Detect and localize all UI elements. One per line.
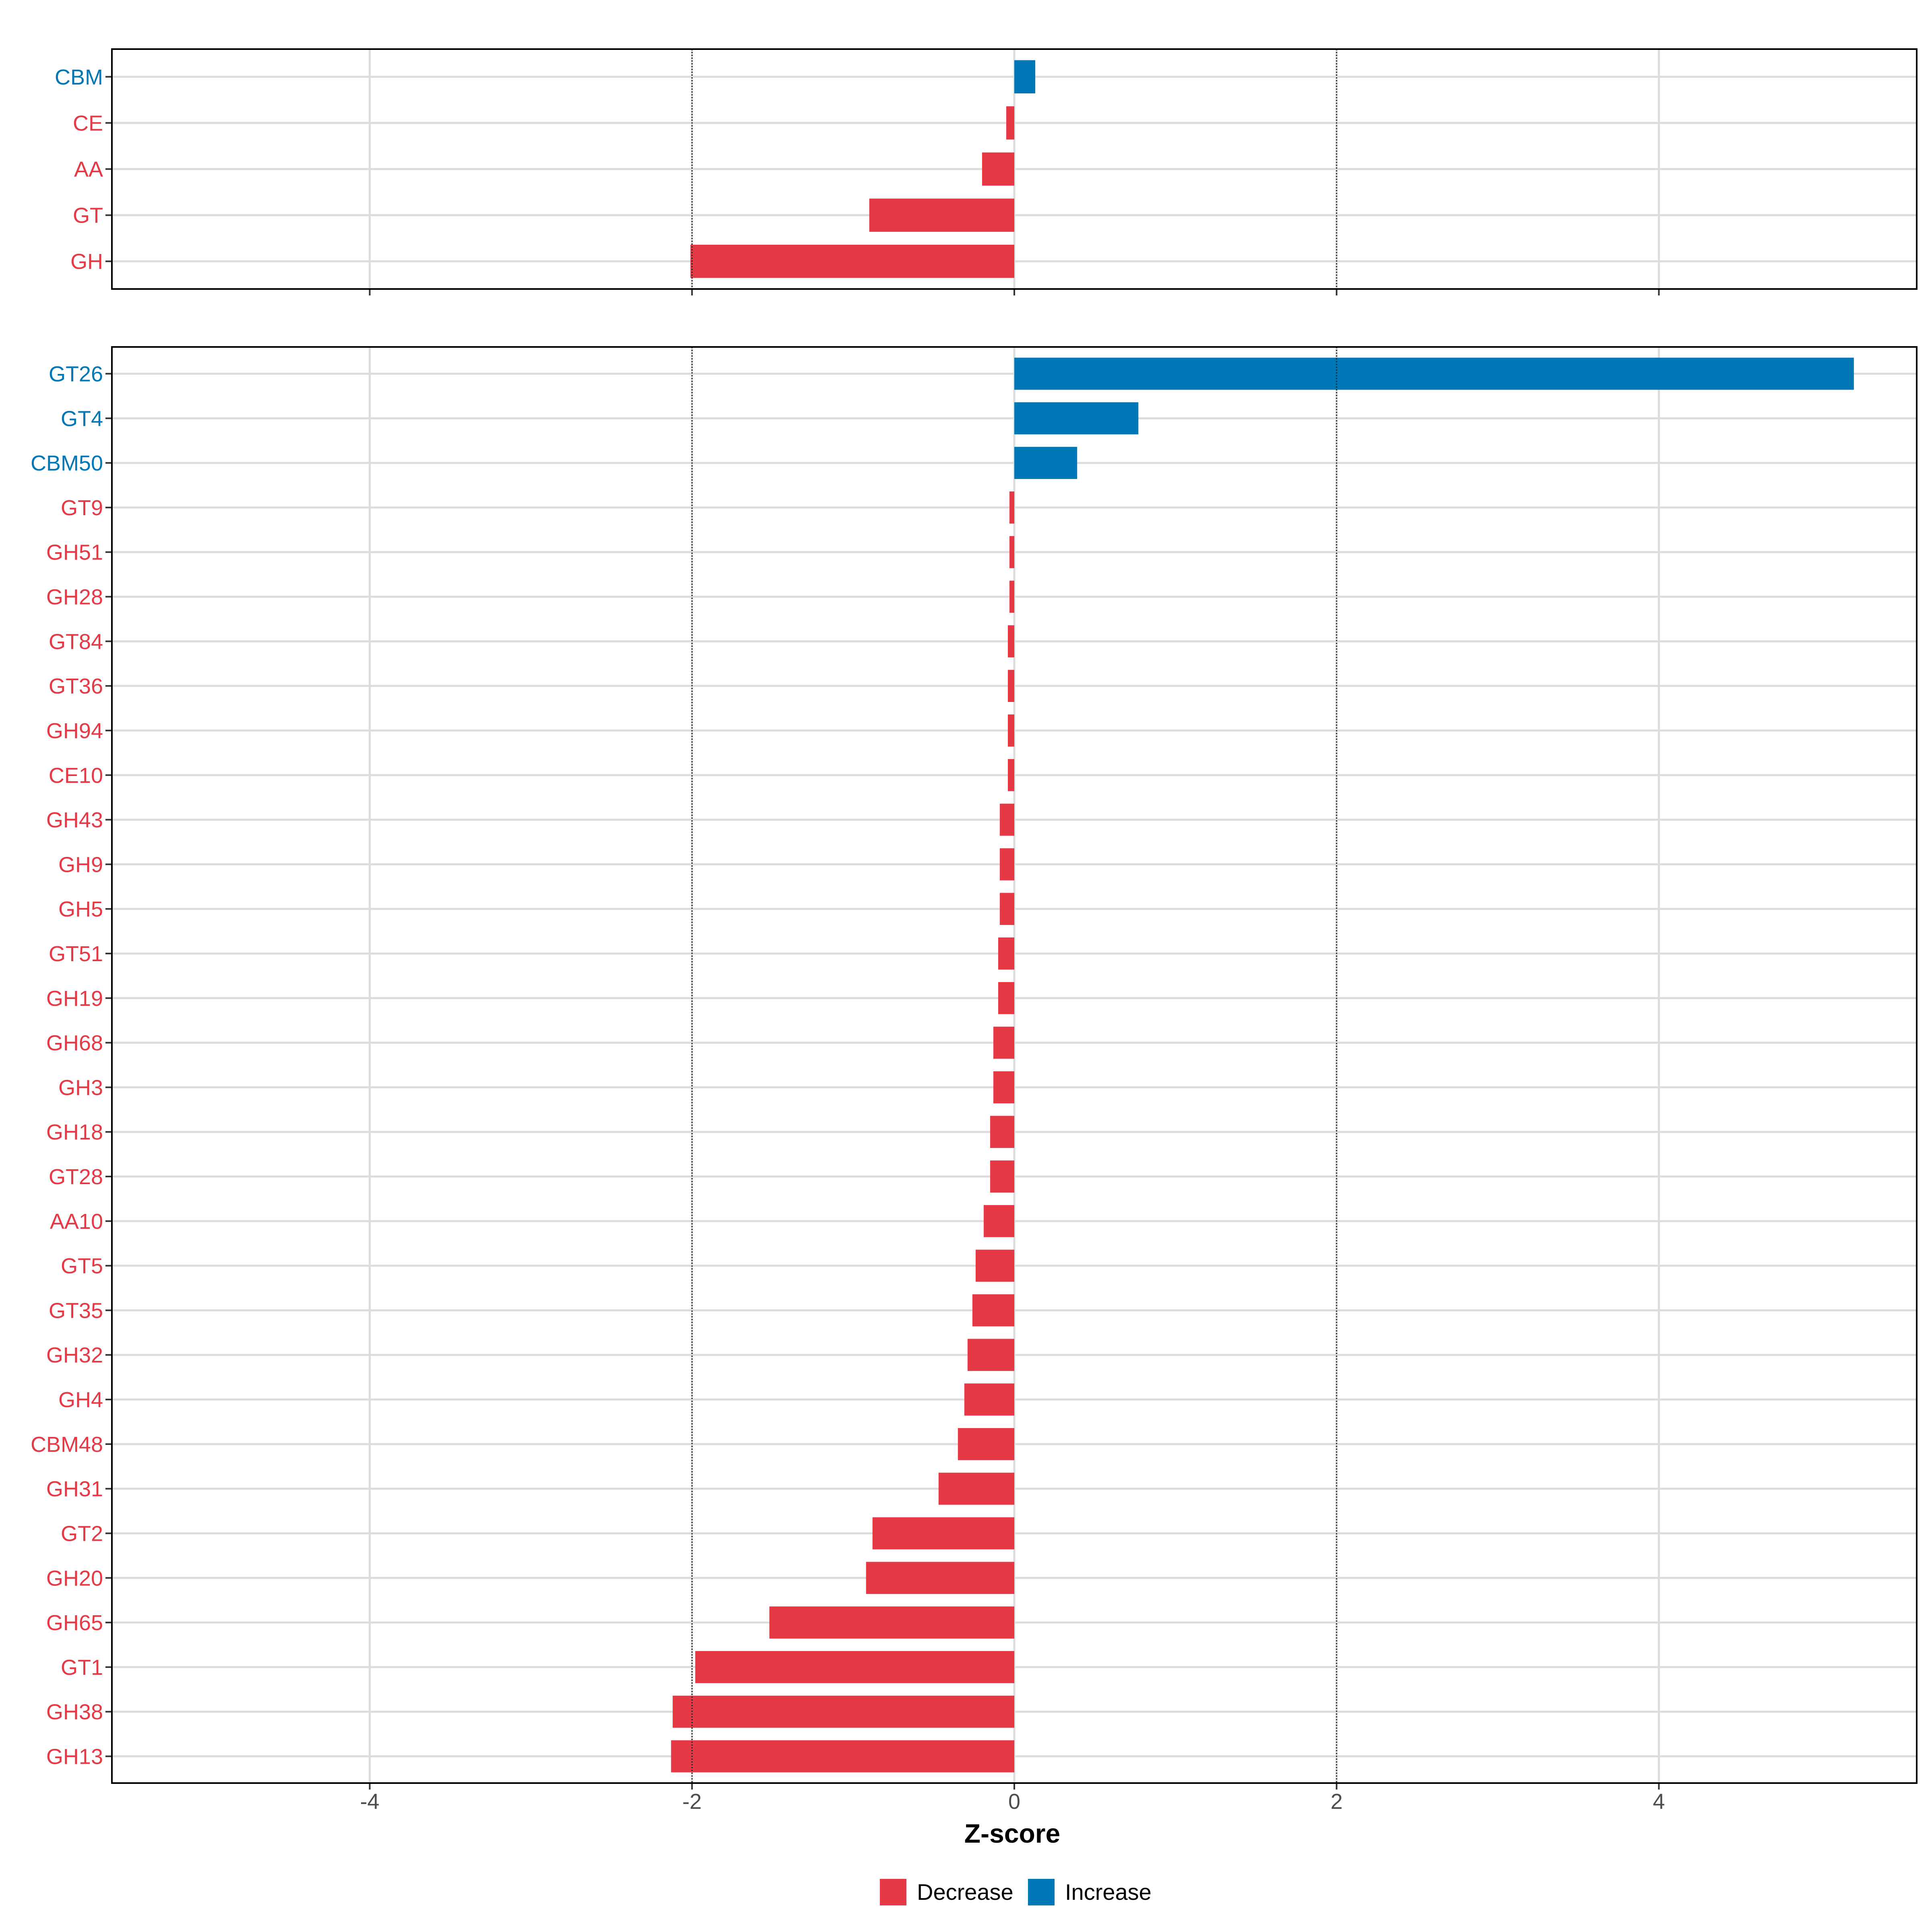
x-tick-label: 2 xyxy=(1331,1790,1343,1814)
y-tick-label: CBM50 xyxy=(31,451,103,475)
y-tick-label: GT28 xyxy=(49,1165,103,1189)
y-tick-label: GH20 xyxy=(46,1566,103,1590)
legend-label-increase: Increase xyxy=(1065,1879,1152,1905)
x-tick-label: 4 xyxy=(1653,1790,1665,1814)
bar-GH94 xyxy=(1007,714,1014,747)
y-tick-label: CBM48 xyxy=(31,1432,103,1457)
bar-GH18 xyxy=(990,1116,1014,1148)
y-tick-label: CE xyxy=(73,111,103,135)
y-tick-label: GH43 xyxy=(46,808,103,832)
bar-GT51 xyxy=(998,937,1014,970)
y-tick-label: GH51 xyxy=(46,541,103,565)
legend-key-increase xyxy=(1028,1879,1055,1905)
bar-GH20 xyxy=(866,1562,1014,1594)
y-tick-label: GH19 xyxy=(46,987,103,1011)
y-tick-label: GH5 xyxy=(58,897,103,921)
panel-family: GT26 GT4 CBM50 GT9 GH51 GH28 GT84 GT36 GH94 CE10 G… xyxy=(31,346,1918,1790)
x-axis-label: Z-score xyxy=(964,1818,1060,1848)
y-tick-label: GT51 xyxy=(49,942,103,966)
x-tick-label: 0 xyxy=(1008,1790,1020,1814)
y-tick-label: GT1 xyxy=(61,1655,103,1680)
bar-GT9 xyxy=(1009,491,1014,524)
bar-GH32 xyxy=(967,1339,1014,1371)
panel-border xyxy=(111,48,1918,290)
y-tick-label: GH31 xyxy=(46,1477,103,1501)
bar-GT2 xyxy=(872,1517,1014,1550)
y-tick-label: GH3 xyxy=(58,1075,103,1100)
bar-CBM50 xyxy=(1014,447,1077,479)
bar-GT84 xyxy=(1007,625,1014,658)
x-axis: -4 -2 0 2 4 xyxy=(360,1790,1665,1814)
panels: CBMCEAAGTGHGT26GT4CBM50GT9GH51GH28GT84GT… xyxy=(31,48,1918,1790)
panel-class: CBM CE AA GT GH xyxy=(55,48,1918,295)
bar-AA xyxy=(982,152,1014,186)
bar-GT35 xyxy=(972,1294,1014,1327)
bar-GH51 xyxy=(1009,536,1014,568)
bar-GH5 xyxy=(999,893,1014,925)
bar-CE xyxy=(1006,106,1014,140)
bar-GH28 xyxy=(1009,580,1014,613)
legend-key-decrease xyxy=(880,1879,906,1905)
x-tick-label: -4 xyxy=(360,1790,380,1814)
x-tick-label: -2 xyxy=(682,1790,702,1814)
y-tick-label: GH xyxy=(70,250,103,274)
bar-GH4 xyxy=(964,1383,1014,1416)
y-tick-label: GH65 xyxy=(46,1611,103,1635)
panel-border xyxy=(111,346,1918,1784)
y-tick-label: GH32 xyxy=(46,1343,103,1367)
y-tick-label: GH94 xyxy=(46,719,103,743)
y-tick-label: GT26 xyxy=(49,362,103,386)
y-tick-label: GH28 xyxy=(46,585,103,609)
y-tick-label: GT9 xyxy=(61,496,103,520)
y-tick-label: GH68 xyxy=(46,1031,103,1055)
y-tick-label: GH4 xyxy=(58,1388,103,1412)
y-tick-label: GT35 xyxy=(49,1298,103,1323)
bar-GH13 xyxy=(671,1740,1014,1773)
bar-CBM xyxy=(1014,60,1036,94)
legend: Decrease Increase xyxy=(880,1879,1152,1905)
bar-GH65 xyxy=(769,1606,1014,1639)
y-tick-label: GH9 xyxy=(58,852,103,877)
bar-GT4 xyxy=(1014,402,1139,435)
y-tick-label: GT36 xyxy=(49,674,103,698)
bar-GT5 xyxy=(975,1249,1014,1282)
bar-GH68 xyxy=(993,1026,1014,1059)
bar-GH9 xyxy=(999,848,1014,881)
y-tick-label: GH38 xyxy=(46,1700,103,1724)
bar-CBM48 xyxy=(958,1428,1014,1460)
y-tick-label: CBM xyxy=(55,65,103,89)
y-tick-label: GT5 xyxy=(61,1254,103,1278)
y-tick-label: GT2 xyxy=(61,1521,103,1546)
bar-GT28 xyxy=(990,1160,1014,1193)
y-tick-label: GH18 xyxy=(46,1120,103,1144)
bar-GT1 xyxy=(695,1651,1014,1683)
y-tick-label: GT4 xyxy=(61,407,103,431)
y-tick-label: GT84 xyxy=(49,630,103,654)
bar-GH43 xyxy=(999,803,1014,836)
bar-GH19 xyxy=(998,982,1014,1014)
legend-label-decrease: Decrease xyxy=(917,1879,1013,1905)
y-tick-label: AA xyxy=(74,157,103,182)
bar-GT26 xyxy=(1014,357,1854,390)
bar-AA10 xyxy=(983,1205,1014,1237)
y-tick-label: GH13 xyxy=(46,1745,103,1769)
bar-GT xyxy=(869,198,1014,232)
bar-GH3 xyxy=(993,1071,1014,1104)
bar-GH38 xyxy=(673,1695,1014,1728)
bar-GT36 xyxy=(1007,670,1014,702)
bar-CE10 xyxy=(1007,759,1014,791)
y-tick-label: GT xyxy=(73,204,103,228)
y-tick-label: AA10 xyxy=(50,1210,103,1234)
y-tick-label: CE10 xyxy=(49,764,103,788)
bar-GH xyxy=(690,244,1014,278)
bar-GH31 xyxy=(938,1472,1014,1505)
